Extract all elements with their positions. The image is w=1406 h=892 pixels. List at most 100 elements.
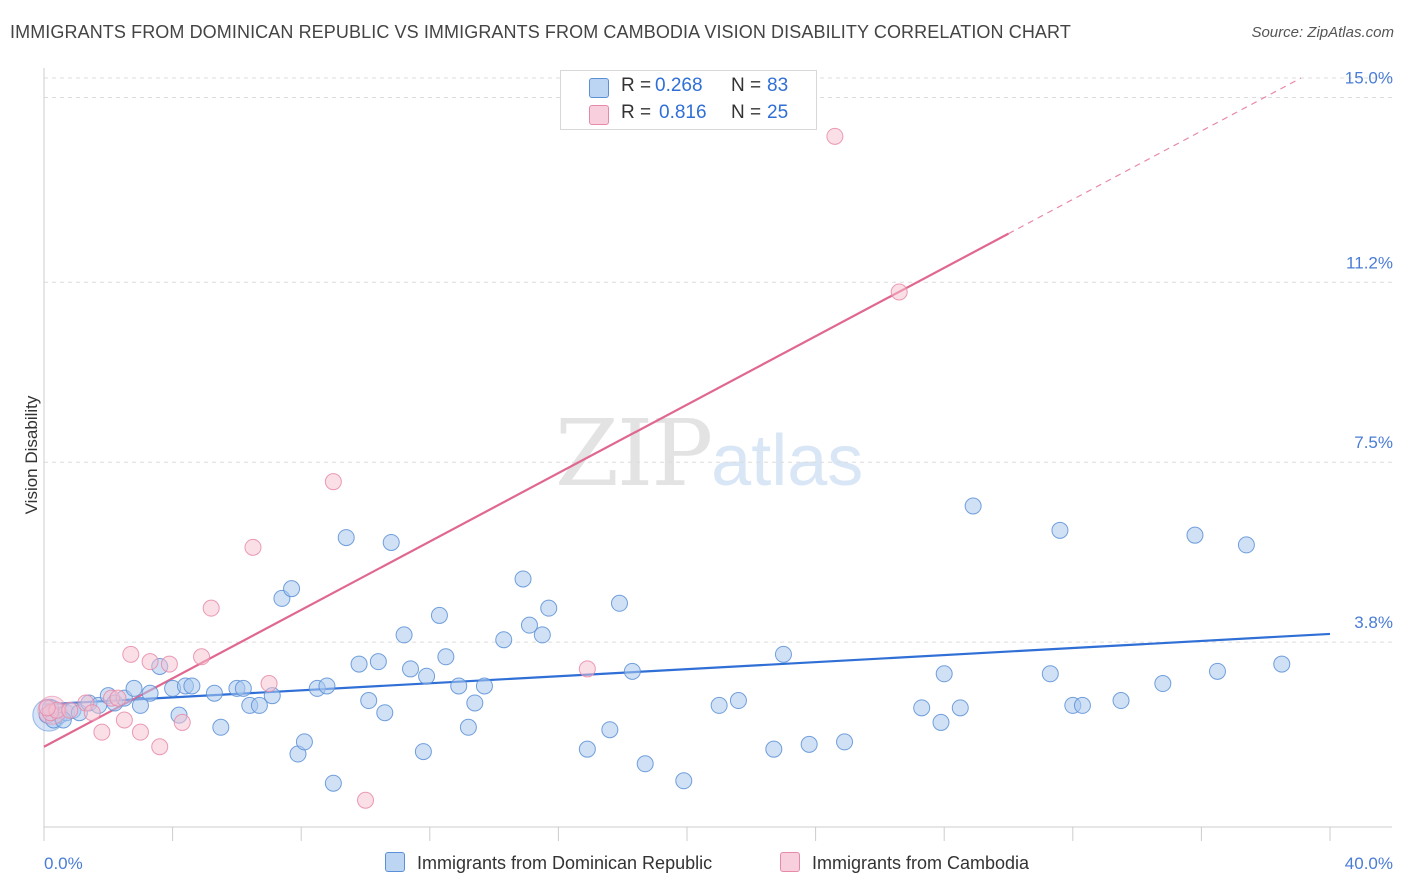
legend-n-label: N =	[731, 102, 762, 123]
data-point-dominican	[710, 696, 728, 714]
bottom-legend-swatch-cambodia	[780, 852, 800, 872]
data-point-cambodia	[93, 723, 111, 741]
data-point-dominican	[1112, 692, 1130, 710]
data-point-dominican	[450, 677, 468, 695]
data-point-dominican	[623, 662, 641, 680]
axes	[43, 68, 1392, 841]
data-point-cambodia	[324, 473, 342, 491]
data-point-dominican	[418, 667, 436, 685]
data-point-dominican	[402, 660, 420, 678]
data-point-dominican	[675, 772, 693, 790]
data-point-dominican	[636, 755, 654, 773]
legend-swatch-cambodia	[589, 105, 609, 125]
trend-lines	[43, 77, 1331, 748]
data-point-dominican	[913, 699, 931, 717]
data-point-dominican	[183, 677, 201, 695]
watermark: ZIPatlas	[555, 400, 863, 507]
data-point-dominican	[414, 743, 432, 761]
data-point-dominican	[295, 733, 313, 751]
legend-swatch-dominican	[589, 78, 609, 98]
data-point-dominican	[533, 626, 551, 644]
tick-labels: 3.8% 7.5% 11.2% 15.0% 0.0% 40.0%	[44, 68, 1393, 873]
data-point-dominican	[466, 694, 484, 712]
data-point-cambodia	[141, 653, 159, 671]
data-point-cambodia	[38, 699, 56, 717]
data-point-dominican	[601, 721, 619, 739]
data-point-dominican	[430, 606, 448, 624]
data-point-dominican	[212, 718, 230, 736]
legend-r-value-dominican: 0.268	[655, 75, 703, 96]
bottom-legend-swatch-dominican	[385, 852, 405, 872]
data-point-dominican	[578, 740, 596, 758]
data-point-cambodia	[115, 711, 133, 729]
data-point-dominican	[610, 594, 628, 612]
data-point-dominican	[1154, 675, 1172, 693]
data-point-cambodia	[890, 283, 908, 301]
data-point-dominican	[125, 679, 143, 697]
data-point-dominican	[475, 677, 493, 695]
data-point-cambodia	[826, 127, 844, 145]
data-point-dominican	[935, 665, 953, 683]
data-point-dominican	[540, 599, 558, 617]
chart-title: IMMIGRANTS FROM DOMINICAN REPUBLIC VS IM…	[10, 22, 1071, 42]
data-point-cambodia	[131, 723, 149, 741]
data-point-dominican	[437, 648, 455, 666]
data-point-dominican	[951, 699, 969, 717]
data-point-dominican	[337, 529, 355, 547]
data-point-cambodia	[61, 701, 79, 719]
data-point-dominican	[205, 684, 223, 702]
data-point-dominican	[1073, 696, 1091, 714]
legend-n-label: N =	[731, 75, 762, 96]
data-point-dominican	[1041, 665, 1059, 683]
data-point-dominican	[1186, 526, 1204, 544]
dominican-points	[32, 497, 1291, 792]
watermark-zip: ZIP	[555, 400, 713, 507]
data-point-dominican	[495, 631, 513, 649]
data-point-dominican	[141, 684, 159, 702]
data-point-dominican	[234, 679, 252, 697]
x-tick-label: 0.0%	[44, 854, 83, 873]
legend-n-value-cambodia: 25	[767, 102, 789, 123]
legend: R = 0.268 N = 83 R = 0.816 N = 25	[560, 70, 817, 130]
data-point-dominican	[360, 692, 378, 710]
data-point-cambodia	[260, 675, 278, 693]
bottom-legend-label-cambodia: Immigrants from Cambodia	[812, 853, 1030, 873]
legend-n-value-dominican: 83	[767, 75, 789, 96]
data-point-dominican	[1273, 655, 1291, 673]
data-point-dominican	[382, 533, 400, 551]
trend-line-dominican	[43, 632, 1331, 706]
y-tick-label: 3.8%	[1354, 613, 1393, 632]
trend-line-cambodia	[43, 232, 1010, 748]
data-point-cambodia	[357, 791, 374, 809]
data-point-dominican	[376, 704, 394, 722]
data-point-dominican	[765, 740, 783, 758]
data-point-cambodia	[83, 704, 101, 722]
data-point-cambodia	[109, 689, 127, 707]
data-point-dominican	[729, 692, 747, 710]
data-point-dominican	[283, 580, 301, 598]
data-point-cambodia	[160, 655, 178, 673]
data-point-cambodia	[151, 738, 169, 756]
data-point-dominican	[459, 718, 477, 736]
y-tick-label: 7.5%	[1354, 433, 1393, 452]
legend-r-label: R =	[621, 102, 652, 123]
legend-r-label: R =	[621, 75, 652, 96]
trend-line-cambodia-extension	[1008, 77, 1302, 235]
data-point-dominican	[964, 497, 982, 515]
data-point-cambodia	[578, 660, 596, 678]
data-point-dominican	[324, 774, 342, 792]
data-point-dominican	[350, 655, 368, 673]
watermark-atlas: atlas	[711, 421, 864, 501]
data-point-dominican	[395, 626, 413, 644]
data-point-dominican	[1051, 521, 1069, 539]
bottom-legend-cambodia: Immigrants from Cambodia	[780, 852, 1029, 876]
y-tick-label: 15.0%	[1345, 68, 1393, 87]
data-point-cambodia	[193, 648, 211, 666]
data-point-dominican	[836, 733, 854, 751]
data-point-dominican	[800, 735, 818, 753]
data-point-dominican	[250, 696, 268, 714]
data-point-dominican	[932, 713, 950, 731]
data-point-dominican	[774, 645, 792, 663]
data-point-cambodia	[122, 645, 140, 663]
